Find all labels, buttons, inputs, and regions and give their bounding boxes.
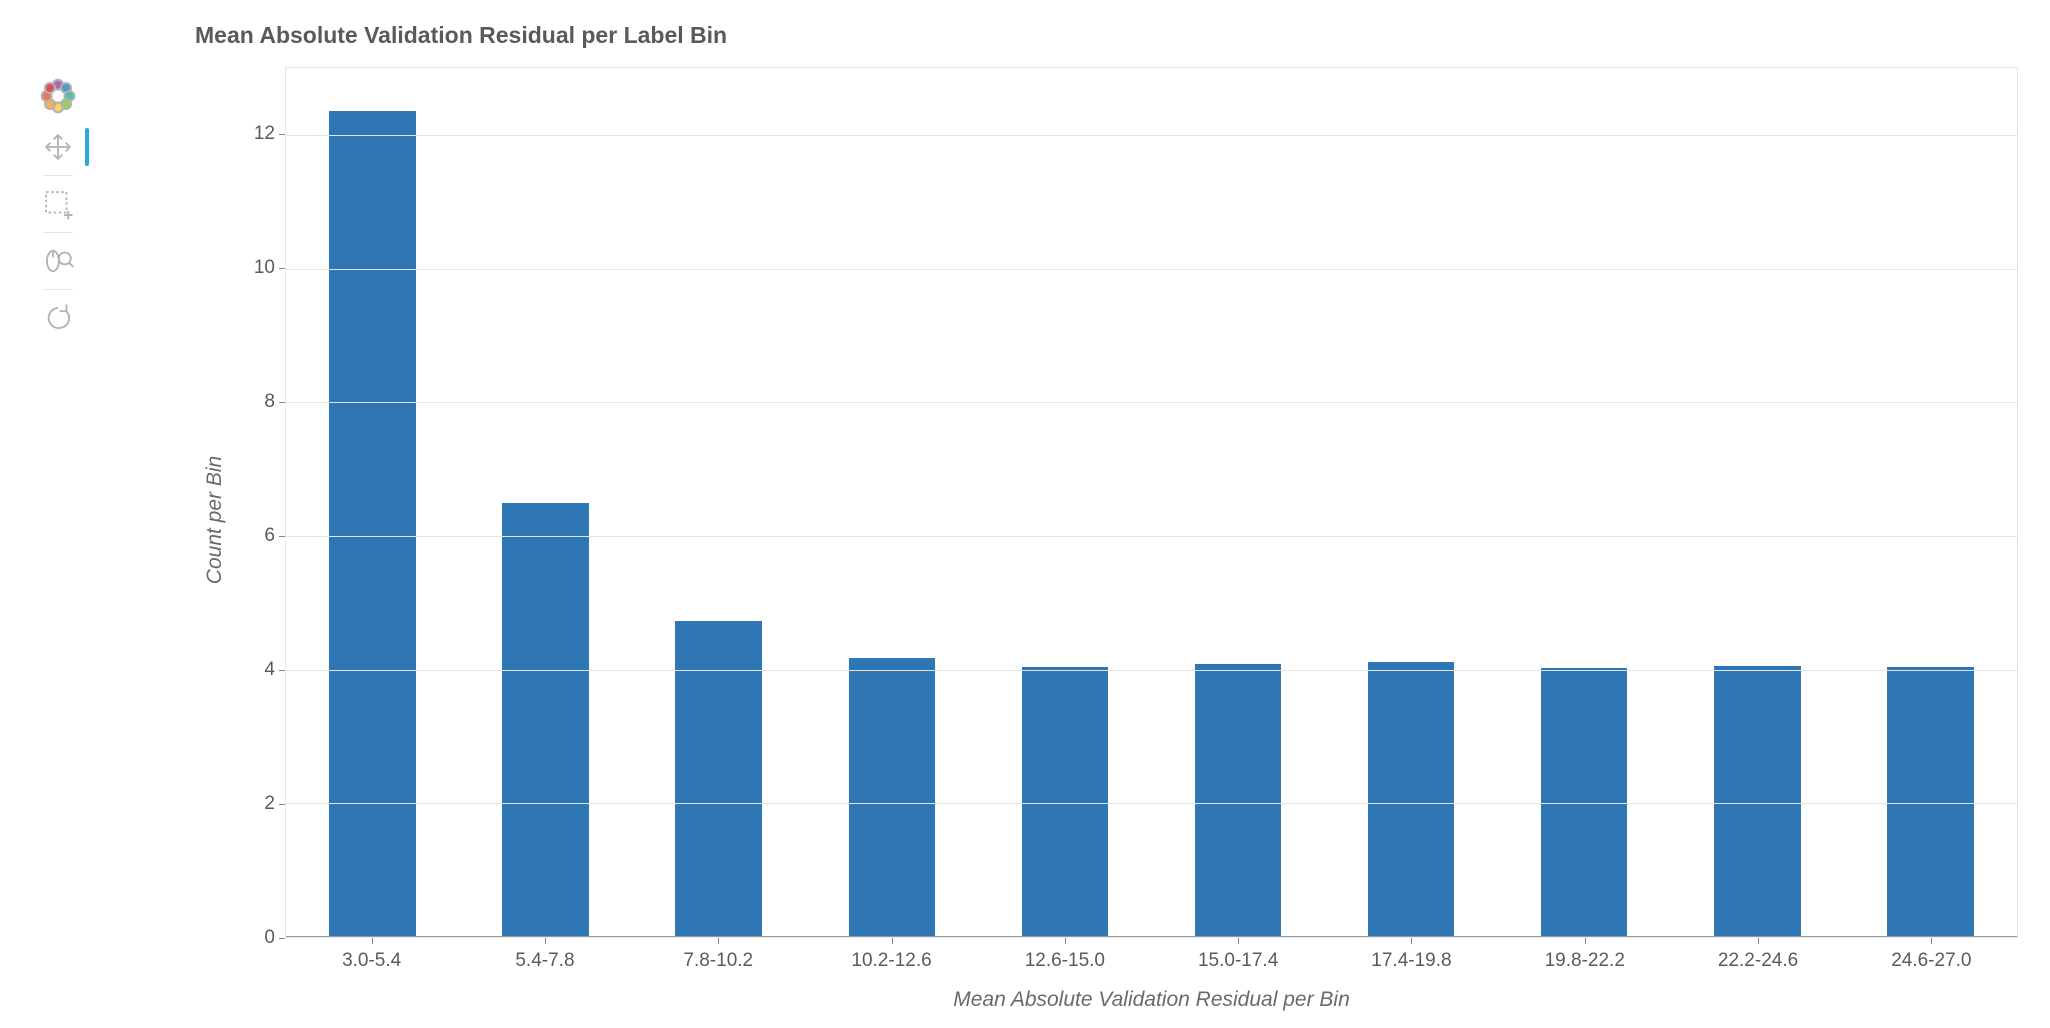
gridline-h	[286, 803, 2017, 804]
x-tick-mark	[1411, 938, 1412, 944]
bar-slot	[1844, 68, 2017, 937]
y-tick-label: 12	[254, 123, 275, 145]
bar-slot	[1151, 68, 1324, 937]
x-axis-title: Mean Absolute Validation Residual per Bi…	[953, 988, 1350, 1012]
chart-title: Mean Absolute Validation Residual per La…	[195, 22, 727, 49]
box-zoom-tool-icon[interactable]	[37, 183, 79, 225]
gridline-h	[286, 269, 2017, 270]
x-tick-label: 19.8-22.2	[1545, 950, 1625, 972]
bar[interactable]	[1368, 662, 1455, 937]
gridline-h	[286, 402, 2017, 403]
chart-toolbar	[33, 75, 83, 339]
x-tick-mark	[718, 938, 719, 944]
bar[interactable]	[1022, 667, 1109, 937]
y-tick-label: 2	[264, 793, 275, 815]
bars-group	[286, 68, 2017, 937]
y-axis: 024681012	[245, 67, 285, 938]
y-tick-label: 6	[264, 525, 275, 547]
x-tick-mark	[892, 938, 893, 944]
x-tick-mark	[1585, 938, 1586, 944]
x-tick-label: 22.2-24.6	[1718, 950, 1798, 972]
x-tick-label: 15.0-17.4	[1198, 950, 1278, 972]
bar[interactable]	[1195, 664, 1282, 937]
x-tick-label: 5.4-7.8	[515, 950, 574, 972]
bar-slot	[286, 68, 459, 937]
bokeh-logo-icon[interactable]	[37, 75, 79, 117]
bar-slot	[1671, 68, 1844, 937]
bar-slot	[459, 68, 632, 937]
bar[interactable]	[675, 621, 762, 937]
x-tick-label: 7.8-10.2	[683, 950, 753, 972]
toolbar-separator	[43, 289, 73, 290]
bar[interactable]	[329, 111, 416, 937]
y-tick-label: 4	[264, 659, 275, 681]
bar-slot	[1498, 68, 1671, 937]
bar[interactable]	[1714, 666, 1801, 937]
x-tick-mark	[1238, 938, 1239, 944]
bar[interactable]	[849, 658, 936, 937]
y-tick-label: 10	[254, 257, 275, 279]
toolbar-separator	[43, 232, 73, 233]
x-tick-label: 12.6-15.0	[1025, 950, 1105, 972]
y-axis-title: Count per Bin	[203, 456, 227, 584]
x-tick-label: 10.2-12.6	[851, 950, 931, 972]
x-tick-mark	[1065, 938, 1066, 944]
chart-container: Mean Absolute Validation Residual per La…	[105, 22, 2028, 1018]
gridline-h	[286, 536, 2017, 537]
bar-slot	[632, 68, 805, 937]
bar[interactable]	[1887, 667, 1974, 937]
pan-tool-icon[interactable]	[37, 126, 79, 168]
plot-area[interactable]	[285, 67, 2018, 938]
gridline-h	[286, 670, 2017, 671]
bar-slot	[805, 68, 978, 937]
x-tick-mark	[1758, 938, 1759, 944]
gridline-h	[286, 135, 2017, 136]
x-tick-label: 24.6-27.0	[1891, 950, 1971, 972]
toolbar-separator	[43, 175, 73, 176]
x-tick-mark	[545, 938, 546, 944]
reset-tool-icon[interactable]	[37, 297, 79, 339]
x-tick-label: 3.0-5.4	[342, 950, 401, 972]
bar-slot	[1325, 68, 1498, 937]
y-tick-label: 0	[264, 927, 275, 949]
x-tick-label: 17.4-19.8	[1371, 950, 1451, 972]
wheel-zoom-tool-icon[interactable]	[37, 240, 79, 282]
x-tick-mark	[1931, 938, 1932, 944]
bar[interactable]	[502, 503, 589, 938]
x-tick-mark	[372, 938, 373, 944]
bar-slot	[978, 68, 1151, 937]
y-tick-label: 8	[264, 391, 275, 413]
x-axis: 3.0-5.4 5.4-7.8 7.8-10.2 10.2-12.6 12.6-15.0…	[285, 938, 2018, 978]
